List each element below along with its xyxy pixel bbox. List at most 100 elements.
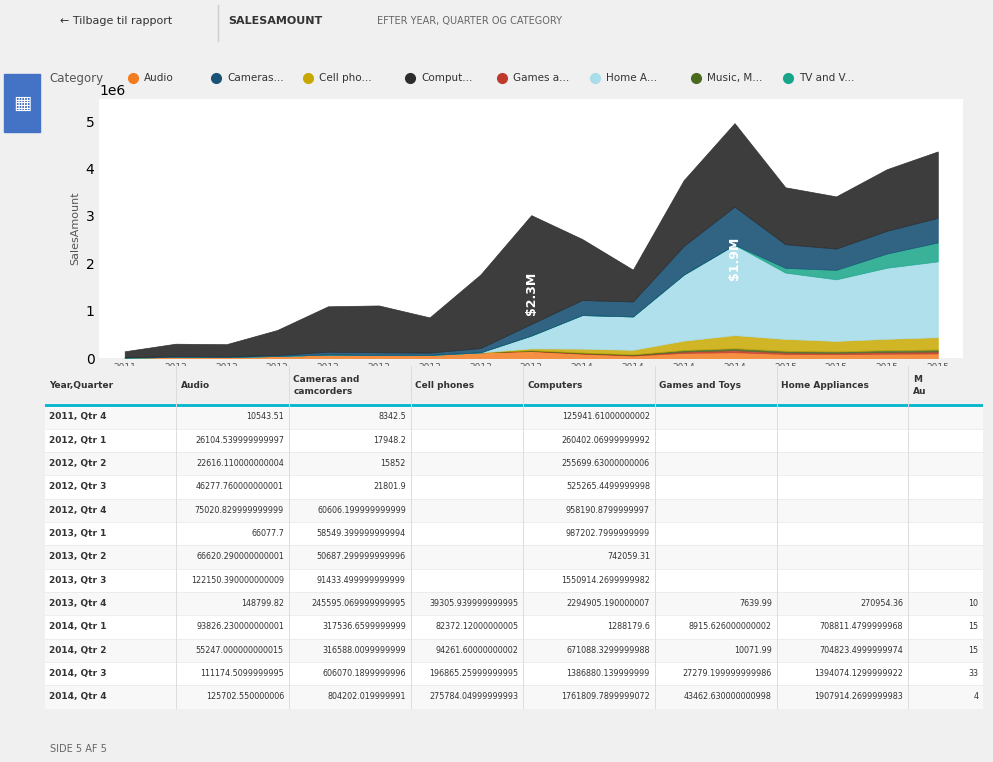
- Text: ▦: ▦: [13, 94, 32, 113]
- Text: 66620.290000000001: 66620.290000000001: [196, 552, 284, 562]
- FancyBboxPatch shape: [45, 639, 983, 662]
- Text: Category: Category: [50, 72, 104, 85]
- Text: Computers: Computers: [528, 381, 583, 390]
- Text: 39305.939999999995: 39305.939999999995: [429, 599, 518, 608]
- Text: 46277.760000000001: 46277.760000000001: [196, 482, 284, 491]
- Text: Games a...: Games a...: [513, 73, 570, 83]
- Text: 27279.199999999986: 27279.199999999986: [682, 669, 772, 678]
- Text: 245595.069999999995: 245595.069999999995: [312, 599, 406, 608]
- Text: 22616.110000000004: 22616.110000000004: [197, 459, 284, 468]
- Text: 1550914.2699999982: 1550914.2699999982: [561, 576, 650, 584]
- Text: 82372.12000000005: 82372.12000000005: [436, 623, 518, 632]
- Text: 17948.2: 17948.2: [373, 436, 406, 445]
- Text: 55247.000000000015: 55247.000000000015: [196, 646, 284, 655]
- Text: Audio: Audio: [144, 73, 174, 83]
- FancyBboxPatch shape: [45, 452, 983, 475]
- Text: 15: 15: [968, 623, 978, 632]
- Text: EFTER YEAR, QUARTER OG CATEGORY: EFTER YEAR, QUARTER OG CATEGORY: [377, 15, 562, 26]
- Text: 26104.539999999997: 26104.539999999997: [195, 436, 284, 445]
- Text: Year,Quarter: Year,Quarter: [50, 381, 113, 390]
- Text: 742059.31: 742059.31: [607, 552, 650, 562]
- Text: 15: 15: [968, 646, 978, 655]
- Text: Audio: Audio: [181, 381, 210, 390]
- Text: 2012, Qtr 4: 2012, Qtr 4: [50, 506, 107, 515]
- Text: 275784.04999999993: 275784.04999999993: [430, 693, 518, 702]
- Text: 317536.6599999999: 317536.6599999999: [322, 623, 406, 632]
- Text: 2014, Qtr 2: 2014, Qtr 2: [50, 646, 107, 655]
- Text: M
Au: M Au: [913, 376, 926, 395]
- FancyBboxPatch shape: [45, 366, 983, 405]
- Text: Games and Toys: Games and Toys: [659, 381, 742, 390]
- Text: 2013, Qtr 3: 2013, Qtr 3: [50, 576, 107, 584]
- Text: Comput...: Comput...: [421, 73, 473, 83]
- Text: 2012, Qtr 2: 2012, Qtr 2: [50, 459, 107, 468]
- Text: 75020.829999999999: 75020.829999999999: [195, 506, 284, 515]
- FancyBboxPatch shape: [45, 366, 983, 709]
- Text: $2.3M: $2.3M: [524, 271, 538, 315]
- Text: 2012, Qtr 1: 2012, Qtr 1: [50, 436, 107, 445]
- Text: 708811.4799999968: 708811.4799999968: [820, 623, 904, 632]
- Text: 804202.019999991: 804202.019999991: [328, 693, 406, 702]
- Text: 1394074.1299999922: 1394074.1299999922: [814, 669, 904, 678]
- Text: 2014, Qtr 3: 2014, Qtr 3: [50, 669, 107, 678]
- Text: 125702.550000006: 125702.550000006: [206, 693, 284, 702]
- Text: 704823.4999999974: 704823.4999999974: [819, 646, 904, 655]
- Text: 196865.25999999995: 196865.25999999995: [429, 669, 518, 678]
- Text: 1288179.6: 1288179.6: [607, 623, 650, 632]
- Text: $1.9M: $1.9M: [728, 237, 741, 280]
- Text: 260402.06999999992: 260402.06999999992: [561, 436, 650, 445]
- Text: 987202.7999999999: 987202.7999999999: [566, 529, 650, 538]
- Text: SALESAMOUNT: SALESAMOUNT: [228, 15, 323, 26]
- Text: Home Appliances: Home Appliances: [781, 381, 869, 390]
- Text: 111174.5099999995: 111174.5099999995: [201, 669, 284, 678]
- Text: 7639.99: 7639.99: [739, 599, 772, 608]
- Text: 255699.63000000006: 255699.63000000006: [562, 459, 650, 468]
- Text: 606070.1899999996: 606070.1899999996: [323, 669, 406, 678]
- Text: 33: 33: [968, 669, 978, 678]
- Text: TV and V...: TV and V...: [799, 73, 855, 83]
- Y-axis label: SalesAmount: SalesAmount: [71, 192, 80, 265]
- Text: 91433.499999999999: 91433.499999999999: [317, 576, 406, 584]
- Text: 2014, Qtr 4: 2014, Qtr 4: [50, 693, 107, 702]
- Text: Music, M...: Music, M...: [707, 73, 763, 83]
- Text: 58549.399999999994: 58549.399999999994: [317, 529, 406, 538]
- Text: 671088.3299999988: 671088.3299999988: [566, 646, 650, 655]
- X-axis label: OrderDate Quarter: OrderDate Quarter: [479, 388, 584, 398]
- Text: Home A...: Home A...: [606, 73, 656, 83]
- Text: 10071.99: 10071.99: [734, 646, 772, 655]
- Text: 316588.0099999999: 316588.0099999999: [323, 646, 406, 655]
- Text: Cameras...: Cameras...: [227, 73, 284, 83]
- Text: 10: 10: [968, 599, 978, 608]
- Text: 2012, Qtr 3: 2012, Qtr 3: [50, 482, 107, 491]
- Text: 125941.61000000002: 125941.61000000002: [562, 412, 650, 421]
- Text: 8342.5: 8342.5: [378, 412, 406, 421]
- Text: 15852: 15852: [380, 459, 406, 468]
- Text: 21801.9: 21801.9: [373, 482, 406, 491]
- Text: 8915.626000000002: 8915.626000000002: [689, 623, 772, 632]
- FancyBboxPatch shape: [45, 428, 983, 452]
- Text: 2014, Qtr 1: 2014, Qtr 1: [50, 623, 107, 632]
- Text: 525265.4499999998: 525265.4499999998: [566, 482, 650, 491]
- Text: Cell pho...: Cell pho...: [320, 73, 372, 83]
- Text: 1761809.7899999072: 1761809.7899999072: [561, 693, 650, 702]
- Text: 43462.630000000998: 43462.630000000998: [684, 693, 772, 702]
- Text: 2013, Qtr 2: 2013, Qtr 2: [50, 552, 107, 562]
- Text: 2294905.190000007: 2294905.190000007: [567, 599, 650, 608]
- FancyBboxPatch shape: [45, 522, 983, 546]
- Text: 4: 4: [973, 693, 978, 702]
- FancyBboxPatch shape: [45, 498, 983, 522]
- FancyBboxPatch shape: [45, 475, 983, 498]
- Text: 122150.390000000009: 122150.390000000009: [191, 576, 284, 584]
- FancyBboxPatch shape: [45, 546, 983, 568]
- Text: Cell phones: Cell phones: [415, 381, 475, 390]
- Text: 148799.82: 148799.82: [241, 599, 284, 608]
- Text: 66077.7: 66077.7: [251, 529, 284, 538]
- Text: 50687.299999999996: 50687.299999999996: [317, 552, 406, 562]
- FancyBboxPatch shape: [45, 662, 983, 685]
- Text: 2011, Qtr 4: 2011, Qtr 4: [50, 412, 107, 421]
- FancyBboxPatch shape: [45, 685, 983, 709]
- Text: 1386880.139999999: 1386880.139999999: [567, 669, 650, 678]
- Text: 958190.8799999997: 958190.8799999997: [566, 506, 650, 515]
- Text: SIDE 5 AF 5: SIDE 5 AF 5: [50, 744, 106, 754]
- Text: Cameras and
camcorders: Cameras and camcorders: [293, 376, 359, 395]
